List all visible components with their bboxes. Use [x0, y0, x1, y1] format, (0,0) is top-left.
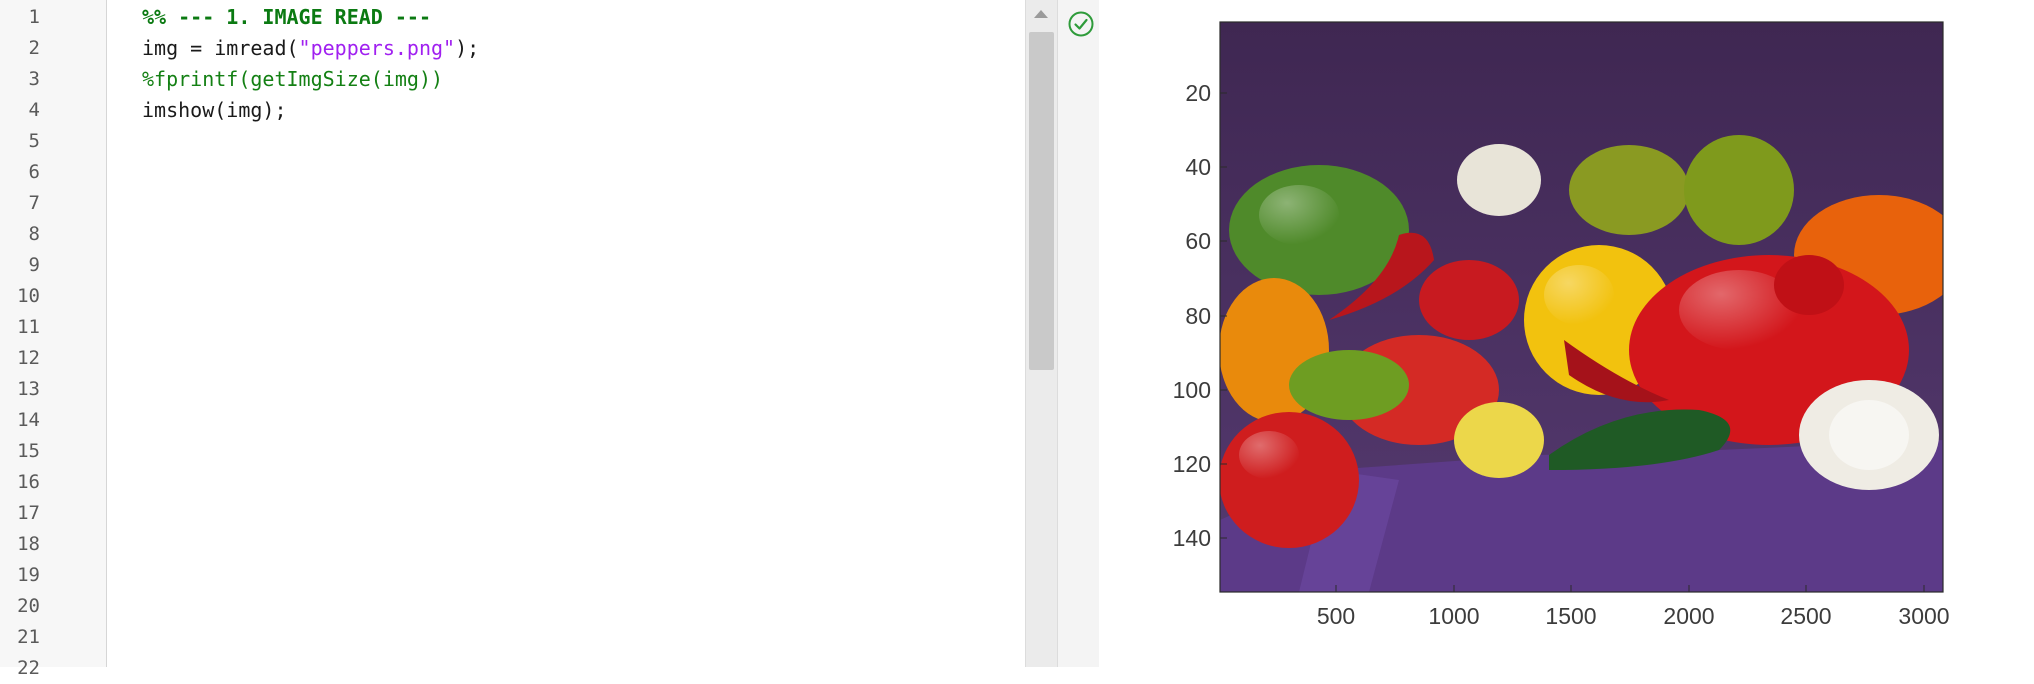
editor-vertical-scrollbar[interactable]	[1025, 0, 1058, 667]
code-analyzer-strip	[1057, 0, 1100, 667]
scrollbar-thumb[interactable]	[1029, 32, 1054, 370]
y-axis: 20 40 60 80 100 120 140	[1173, 80, 1227, 551]
line-number: 5	[28, 130, 40, 152]
line-number: 11	[17, 316, 40, 338]
line-number: 1	[28, 6, 40, 28]
x-tick-label: 2000	[1663, 603, 1714, 629]
image-axes: 20 40 60 80 100 120 140 500 1000 1500 2000 2500 300…	[1173, 21, 1950, 629]
line-number: 20	[17, 595, 40, 617]
section-comment: %% --- 1. IMAGE READ ---	[142, 5, 431, 29]
code-line-1[interactable]: %% --- 1. IMAGE READ ---	[142, 2, 431, 33]
figure-window: 20 40 60 80 100 120 140 500 1000 1500 2000 2500 300…	[1099, 0, 2034, 667]
string-literal: "peppers.png"	[298, 36, 456, 60]
x-tick-label: 500	[1317, 603, 1355, 629]
code-line-3[interactable]: %fprintf(getImgSize(img))	[142, 64, 443, 95]
code-line-4[interactable]: imshow(img);	[142, 95, 287, 126]
line-number: 15	[17, 440, 40, 462]
x-tick-label: 1000	[1428, 603, 1479, 629]
line-number: 22	[17, 657, 40, 679]
scroll-up-arrow-icon[interactable]	[1034, 10, 1048, 18]
x-axis: 500 1000 1500 2000 2500 3000	[1317, 585, 1950, 629]
line-comment: %fprintf(getImgSize(img))	[142, 67, 444, 91]
line-number: 4	[28, 99, 40, 121]
code-text: imshow(img);	[142, 98, 287, 122]
y-tick-label: 120	[1173, 451, 1211, 477]
code-text: img = imread(	[142, 36, 299, 60]
line-number: 18	[17, 533, 40, 555]
line-number: 14	[17, 409, 40, 431]
line-number: 12	[17, 347, 40, 369]
line-number: 6	[28, 161, 40, 183]
code-editor[interactable]: 1 2 3 4 5 6 7 8 9 10 11 12 13 14 15 16 17 18 19 20 21 22 %% -…	[0, 0, 1058, 679]
x-tick-label: 3000	[1898, 603, 1949, 629]
line-number: 9	[28, 254, 40, 276]
line-number: 2	[28, 37, 40, 59]
line-number: 3	[28, 68, 40, 90]
line-number: 10	[17, 285, 40, 307]
line-number: 8	[28, 223, 40, 245]
line-number: 16	[17, 471, 40, 493]
y-tick-label: 40	[1185, 154, 1211, 180]
line-number: 21	[17, 626, 40, 648]
code-line-2[interactable]: img = imread("peppers.png");	[142, 33, 479, 64]
y-tick-label: 80	[1185, 303, 1211, 329]
y-tick-label: 100	[1173, 377, 1211, 403]
peppers-image	[1220, 22, 1943, 592]
axes-box	[1219, 21, 1944, 593]
y-tick-label: 60	[1185, 228, 1211, 254]
line-number: 17	[17, 502, 40, 524]
code-text: );	[455, 36, 480, 60]
check-circle-icon[interactable]	[1067, 10, 1095, 38]
line-number: 7	[28, 192, 40, 214]
line-number: 13	[17, 378, 40, 400]
y-tick-label: 20	[1185, 80, 1211, 106]
line-number-gutter: 1 2 3 4 5 6 7 8 9 10 11 12 13 14 15 16 17 18 19 20 21 22	[0, 0, 107, 679]
x-tick-label: 2500	[1780, 603, 1831, 629]
y-tick-label: 140	[1173, 525, 1211, 551]
x-tick-label: 1500	[1545, 603, 1596, 629]
line-number: 19	[17, 564, 40, 586]
